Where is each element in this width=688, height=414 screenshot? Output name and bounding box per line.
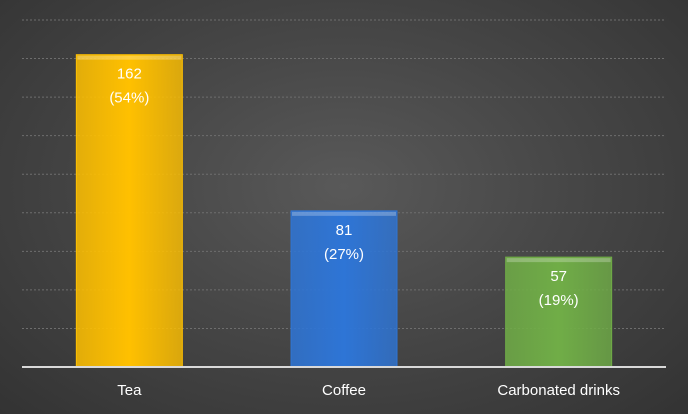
value-label: 162 bbox=[117, 66, 142, 83]
category-label: Coffee bbox=[322, 382, 366, 399]
category-labels: Tea Coffee Carbonated drinks bbox=[117, 382, 620, 399]
bar-bevel bbox=[506, 258, 611, 263]
data-labels: 162 (54%) 81 (27%) 57 (19%) bbox=[109, 66, 578, 309]
percent-label: (54%) bbox=[109, 90, 149, 107]
bar-bevel bbox=[292, 211, 396, 216]
bar-carbonated-drinks bbox=[505, 256, 613, 368]
category-label: Carbonated drinks bbox=[497, 382, 620, 399]
percent-label: (19%) bbox=[539, 292, 579, 309]
category-label: Tea bbox=[117, 382, 142, 399]
value-label: 57 bbox=[550, 268, 567, 285]
value-label: 81 bbox=[336, 222, 353, 239]
bar-bevel bbox=[77, 55, 182, 60]
percent-label: (27%) bbox=[324, 246, 364, 263]
bar-coffee bbox=[290, 210, 398, 368]
bars bbox=[75, 54, 613, 368]
